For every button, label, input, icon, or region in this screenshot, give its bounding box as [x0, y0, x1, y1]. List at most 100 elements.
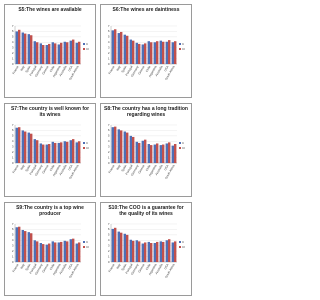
bar — [150, 42, 153, 64]
bar — [45, 45, 48, 64]
bar — [57, 44, 60, 64]
bar — [39, 43, 42, 64]
bar — [156, 41, 159, 64]
bar — [117, 231, 120, 262]
bar — [171, 42, 174, 64]
x-tick-label: Greece — [137, 263, 146, 274]
bar — [141, 243, 144, 262]
x-tick-label: Portugal — [28, 164, 37, 176]
bar — [138, 142, 141, 163]
bar — [162, 241, 165, 262]
bar — [42, 45, 45, 64]
bar — [78, 141, 81, 163]
x-tick-label: Greece — [137, 164, 146, 175]
y-tick-label: 0 — [108, 62, 110, 66]
bar — [54, 142, 57, 163]
bar — [72, 139, 75, 163]
y-tick-label: 4 — [12, 40, 14, 44]
x-tick-label: France — [107, 65, 115, 75]
bar — [48, 243, 51, 262]
y-tick-label: 2 — [108, 249, 110, 253]
x-tick-label: Spain — [120, 65, 127, 74]
legend-swatch — [83, 43, 85, 45]
bar — [165, 240, 168, 262]
x-tick-label: USA — [67, 65, 74, 72]
x-tick-label: Greece — [41, 164, 50, 175]
chart: 0 123 45 67 France ItalySpainPortugalGermanyG… — [11, 123, 89, 180]
x-tick-label: Argentina — [148, 65, 158, 78]
legend-label: CI — [182, 146, 185, 150]
y-tick-label: 0 — [12, 161, 14, 165]
y-tick-label: 0 — [12, 62, 14, 66]
bar — [150, 145, 153, 163]
bar — [117, 129, 120, 163]
legend-label: C — [182, 141, 185, 145]
y-tick-label: 4 — [108, 139, 110, 143]
x-tick-label: France — [11, 164, 19, 174]
bar — [66, 141, 69, 163]
bar — [171, 242, 174, 262]
x-tick-label: Australia — [154, 65, 163, 77]
bar — [63, 41, 66, 64]
bar — [129, 239, 132, 262]
y-tick-label: 1 — [108, 155, 110, 159]
bar — [144, 242, 147, 262]
bar — [111, 127, 114, 163]
y-tick-label: 4 — [12, 139, 14, 143]
y-tick-label: 6 — [108, 227, 110, 231]
x-tick-label: South Africa — [68, 164, 80, 180]
bar — [132, 240, 135, 262]
chart-panel: S9:The country is a top wine producer 0 1 2… — [4, 202, 96, 296]
y-tick-label: 3 — [12, 46, 14, 50]
x-tick-label: USA — [163, 65, 170, 72]
bar — [45, 244, 48, 262]
bar — [51, 42, 54, 64]
bar — [120, 31, 123, 64]
x-tick-label: Greece — [41, 65, 50, 76]
legend-swatch — [83, 147, 85, 149]
bar — [156, 143, 159, 163]
x-tick-label: Argentina — [148, 164, 158, 177]
x-tick-label: Portugal — [28, 65, 37, 77]
bar — [153, 42, 156, 64]
chart: 0 123 45 67 France ItalySpainPortugalGermanyG… — [107, 222, 185, 279]
x-tick-label: Argentina — [52, 65, 62, 78]
x-tick-label: Germany — [34, 64, 44, 77]
legend-label: C — [182, 42, 185, 46]
y-tick-label: 7 — [108, 24, 110, 28]
x-tick-label: Chile — [49, 164, 56, 172]
bar — [57, 242, 60, 262]
bar — [132, 40, 135, 64]
bar — [60, 241, 63, 262]
bar — [15, 227, 18, 262]
bar — [27, 132, 30, 163]
bar — [144, 43, 147, 64]
x-tick-label: Italy — [115, 64, 121, 71]
x-tick-label: Italy — [19, 64, 25, 71]
bar — [174, 241, 177, 262]
x-tick-label: South Africa — [164, 164, 176, 180]
chart: 0 123 45 67 France ItalySpainPortugalGermanyG… — [107, 123, 185, 180]
x-tick-label: Argentina — [52, 164, 62, 177]
x-tick-label: Australia — [58, 65, 67, 77]
bar — [48, 43, 51, 64]
bar — [42, 244, 45, 262]
bar — [78, 41, 81, 64]
bar — [48, 144, 51, 163]
bar — [138, 43, 141, 64]
y-tick-label: 1 — [12, 56, 14, 60]
y-tick-label: 0 — [12, 260, 14, 264]
legend-label: CI — [86, 146, 89, 150]
bar — [30, 233, 33, 262]
x-tick-label: South Africa — [68, 65, 80, 81]
y-tick-label: 3 — [12, 244, 14, 248]
x-tick-label: France — [107, 164, 115, 174]
bar — [111, 30, 114, 64]
bar — [66, 42, 69, 64]
bar — [51, 241, 54, 262]
x-tick-label: Portugal — [124, 263, 133, 275]
bar — [60, 142, 63, 163]
x-tick-label: South Africa — [68, 263, 80, 279]
bar — [72, 39, 75, 64]
bar — [132, 136, 135, 163]
